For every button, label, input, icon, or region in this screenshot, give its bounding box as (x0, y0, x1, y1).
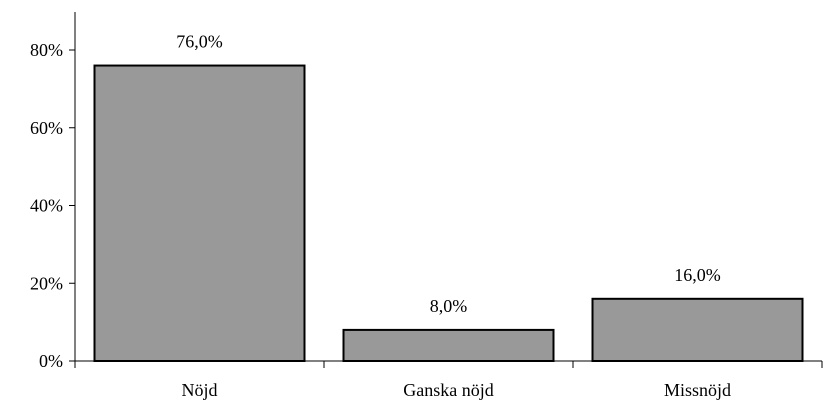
data-label: 76,0% (176, 32, 223, 52)
x-tick-label: Missnöjd (664, 380, 731, 400)
bar (342, 328, 555, 362)
x-tick-label: Nöjd (182, 380, 218, 400)
data-labels: 76,0% 8,0% 16,0% (176, 32, 721, 316)
bars (93, 64, 804, 363)
data-label: 8,0% (430, 296, 468, 316)
x-tick-label: Ganska nöjd (403, 380, 493, 400)
y-tick-label: 60% (30, 118, 63, 138)
bar (93, 64, 306, 363)
y-tick-label: 40% (30, 196, 63, 216)
y-tick-label: 20% (30, 273, 63, 293)
y-tick-label: 0% (39, 351, 63, 371)
y-axis-ticks: 0% 20% 40% 60% 80% (30, 40, 75, 371)
bar (591, 297, 804, 362)
data-label: 16,0% (674, 265, 721, 285)
y-tick-label: 80% (30, 40, 63, 60)
x-axis-ticks: Nöjd Ganska nöjd Missnöjd (74, 361, 823, 400)
